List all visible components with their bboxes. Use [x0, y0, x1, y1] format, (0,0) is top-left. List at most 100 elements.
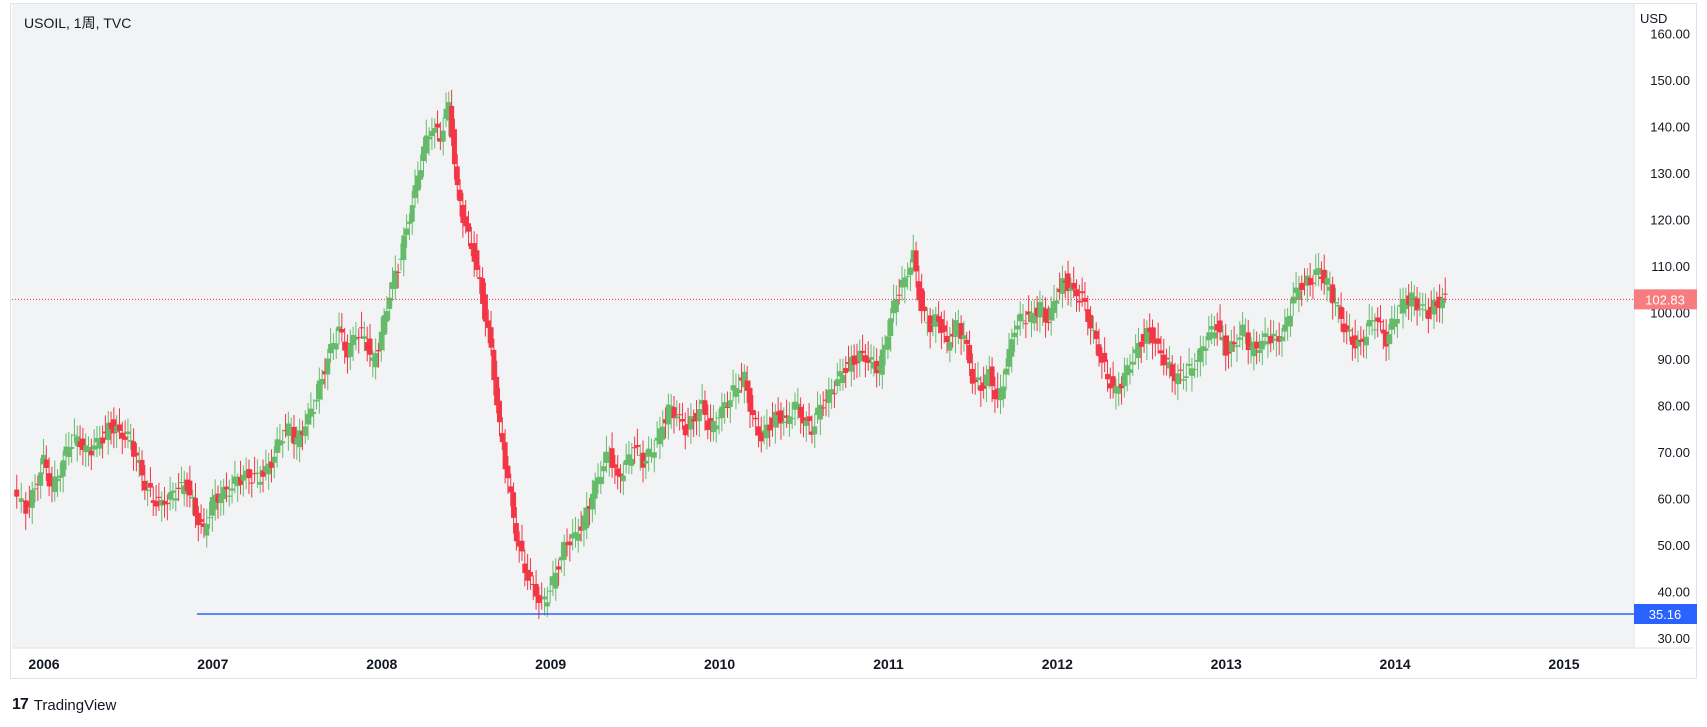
symbol-title[interactable]: USOIL, 1周, TVC	[24, 15, 132, 31]
candle-body	[1437, 296, 1443, 309]
candle-body	[522, 563, 528, 574]
candle-body	[739, 377, 745, 381]
candle-body	[657, 428, 663, 445]
candle-body	[1200, 346, 1206, 352]
candle-body	[834, 379, 840, 387]
candle-body	[40, 454, 46, 465]
candle-body	[556, 566, 562, 570]
candle-body	[831, 393, 837, 395]
candle-body	[1397, 304, 1403, 307]
candle-body	[1378, 321, 1384, 323]
candle-body	[173, 498, 179, 501]
candle-body	[778, 410, 784, 424]
candle-body	[1017, 313, 1023, 322]
candle-body	[643, 460, 649, 464]
candle-body	[1158, 350, 1164, 354]
candle-body	[1271, 333, 1277, 337]
candle-body	[967, 344, 973, 364]
candle-body	[128, 440, 134, 442]
y-tick-label: 40.00	[1657, 585, 1690, 600]
candle-body	[1420, 304, 1426, 306]
candle-body	[589, 493, 595, 510]
candle-body	[1203, 348, 1209, 351]
candle-body	[871, 362, 877, 369]
candle-body	[260, 470, 266, 477]
candle-body	[344, 342, 350, 358]
candle-body	[1082, 298, 1088, 302]
candle-body	[1380, 329, 1386, 334]
candle-body	[145, 489, 151, 491]
candle-body	[1071, 282, 1077, 289]
candle-body	[1003, 368, 1009, 375]
candle-body	[235, 482, 241, 487]
candle-body	[384, 311, 390, 322]
y-tick-label: 60.00	[1657, 492, 1690, 507]
x-tick-label: 2007	[197, 656, 228, 672]
candle-body	[786, 416, 792, 424]
candle-body	[1223, 335, 1229, 356]
candle-body	[1355, 339, 1361, 347]
candle-body	[32, 488, 38, 490]
candle-body	[305, 414, 311, 425]
candle-body	[1341, 323, 1347, 333]
candle-body	[781, 421, 787, 423]
candle-body	[572, 532, 578, 537]
candle-body	[710, 420, 716, 433]
candle-body	[550, 576, 556, 586]
candle-body	[663, 419, 669, 424]
candle-body	[916, 281, 922, 301]
candle-body	[1065, 273, 1071, 292]
candle-body	[1330, 284, 1336, 304]
candle-body	[829, 389, 835, 394]
candle-body	[502, 442, 508, 470]
candle-body	[176, 487, 182, 489]
candle-body	[1363, 336, 1369, 346]
candle-body	[1302, 282, 1308, 284]
candle-body	[378, 331, 384, 351]
candle-body	[1375, 317, 1381, 322]
candle-body	[359, 327, 365, 329]
candle-body	[223, 486, 229, 490]
candle-body	[584, 507, 590, 529]
y-tick-label: 110.00	[1651, 259, 1690, 274]
candle-body	[1175, 373, 1181, 385]
candle-body	[325, 358, 331, 375]
candle-body	[570, 533, 576, 539]
candle-body	[1062, 280, 1068, 283]
tradingview-brand[interactable]: 17 TradingView	[12, 696, 116, 714]
candle-body	[1231, 342, 1237, 345]
candle-body	[1076, 300, 1082, 303]
candle-body	[601, 466, 607, 472]
candle-body	[671, 407, 677, 419]
candle-body	[440, 130, 446, 142]
candle-body	[446, 102, 452, 121]
candle-body	[632, 447, 638, 449]
candle-body	[218, 494, 224, 504]
candle-body	[1020, 320, 1026, 322]
candle-body	[1178, 369, 1184, 371]
candle-body	[1293, 287, 1299, 294]
candle-body	[1282, 324, 1288, 332]
candle-body	[505, 465, 511, 479]
candle-body	[108, 422, 114, 430]
candle-body	[375, 349, 381, 352]
candle-body	[460, 204, 466, 223]
candle-body	[1104, 374, 1110, 380]
candle-body	[1127, 369, 1133, 373]
candle-body	[612, 464, 618, 468]
candle-body	[865, 357, 871, 363]
candle-body	[724, 407, 730, 409]
candle-body	[789, 418, 795, 420]
candle-body	[246, 469, 252, 479]
candle-body	[1166, 361, 1172, 369]
candle-body	[342, 341, 348, 351]
candle-body	[1273, 338, 1279, 341]
candle-body	[581, 515, 587, 531]
candle-body	[1242, 334, 1248, 337]
candle-body	[691, 419, 697, 422]
candle-body	[575, 533, 581, 541]
candle-body	[257, 481, 263, 485]
candle-body	[297, 430, 303, 448]
candle-body	[136, 459, 142, 463]
